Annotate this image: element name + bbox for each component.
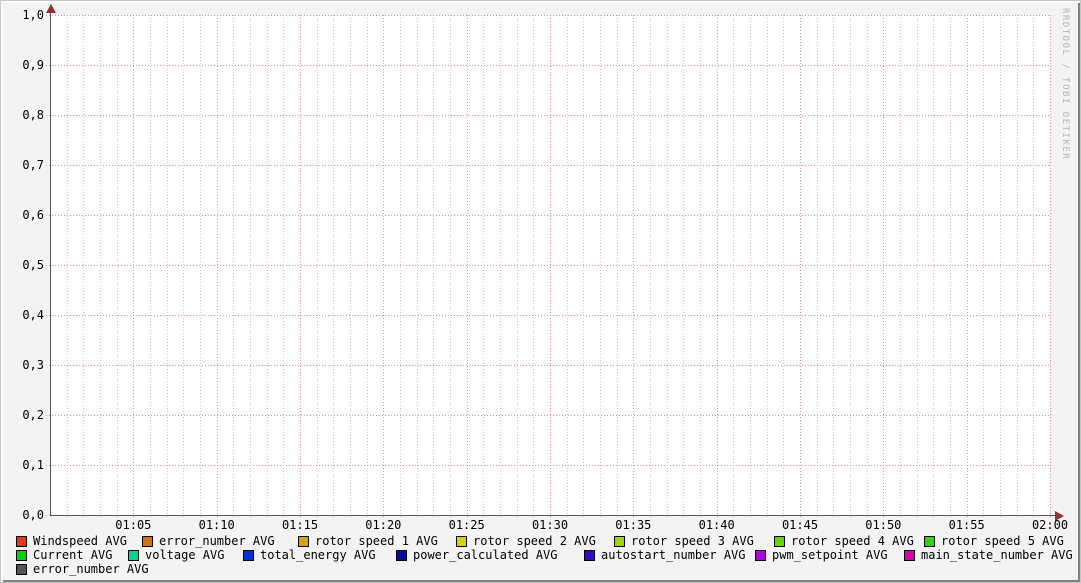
x-tick-label: 01:25 xyxy=(448,518,485,532)
legend-item: rotor speed 4 AVG xyxy=(774,535,914,548)
legend-swatch-icon xyxy=(904,550,915,561)
y-tick-label: 0,3 xyxy=(22,358,44,372)
legend-item: Windspeed AVG xyxy=(16,535,127,548)
legend-item: autostart_number AVG xyxy=(584,549,746,562)
legend-item: Current AVG xyxy=(16,549,112,562)
legend-swatch-icon xyxy=(924,536,935,547)
legend-swatch-icon xyxy=(243,550,254,561)
legend-label: total_energy AVG xyxy=(260,548,376,562)
legend-label: main_state_number AVG xyxy=(921,548,1073,562)
y-tick-label: 0,2 xyxy=(22,408,44,422)
legend-label: Current AVG xyxy=(33,548,113,562)
legend-swatch-icon xyxy=(298,536,309,547)
x-tick-label: 01:15 xyxy=(281,518,319,532)
x-tick-label: 01:10 xyxy=(198,518,235,532)
plot-area xyxy=(50,15,1050,515)
legend-item: pwm_setpoint AVG xyxy=(755,549,888,562)
legend-item: rotor speed 1 AVG xyxy=(298,535,438,548)
x-tick-label: 01:45 xyxy=(781,518,819,532)
legend-label: rotor speed 3 AVG xyxy=(631,534,754,548)
x-axis-line xyxy=(50,515,1056,516)
legend-label: Windspeed AVG xyxy=(33,534,127,548)
y-tick-label: 0,7 xyxy=(22,158,44,172)
rrdtool-watermark: RRDTOOL / TOBI OETIKER xyxy=(1060,8,1070,161)
x-axis-arrow-icon xyxy=(1055,511,1064,521)
legend-label: rotor speed 1 AVG xyxy=(315,534,438,548)
legend-item: error_number AVG xyxy=(16,563,149,576)
x-tick-label: 01:20 xyxy=(365,518,402,532)
legend-swatch-icon xyxy=(16,564,27,575)
legend-swatch-icon xyxy=(614,536,625,547)
legend-label: voltage AVG xyxy=(145,548,225,562)
legend-swatch-icon xyxy=(584,550,595,561)
y-tick-label: 0,8 xyxy=(22,108,44,122)
legend-swatch-icon xyxy=(16,536,27,547)
y-tick-label: 1,0 xyxy=(22,8,44,22)
y-tick-label: 0,1 xyxy=(22,458,44,472)
legend-label: pwm_setpoint AVG xyxy=(772,548,888,562)
x-tick-label: 01:30 xyxy=(531,518,569,532)
x-tick-label: 01:05 xyxy=(115,518,152,532)
legend-label: autostart_number AVG xyxy=(601,548,746,562)
y-axis-arrow-icon xyxy=(46,4,56,13)
legend-swatch-icon xyxy=(755,550,766,561)
legend-swatch-icon xyxy=(16,550,27,561)
x-tick-label: 01:35 xyxy=(615,518,652,532)
legend-label: rotor speed 2 AVG xyxy=(473,534,596,548)
legend-label: error_number AVG xyxy=(159,534,275,548)
x-tick-label: 01:50 xyxy=(865,518,902,532)
legend-item: power_calculated AVG xyxy=(396,549,558,562)
y-tick-label: 0,0 xyxy=(22,508,44,522)
y-axis-line xyxy=(50,12,51,516)
legend-item: voltage AVG xyxy=(128,549,224,562)
y-tick-label: 0,6 xyxy=(22,208,44,222)
legend-swatch-icon xyxy=(142,536,153,547)
legend-swatch-icon xyxy=(774,536,785,547)
legend-item: rotor speed 2 AVG xyxy=(456,535,596,548)
x-tick-label: 02:00 xyxy=(1031,518,1069,532)
x-tick-label: 01:55 xyxy=(948,518,985,532)
gridline-major-vertical xyxy=(1050,15,1051,519)
legend-item: main_state_number AVG xyxy=(904,549,1073,562)
y-tick-label: 0,4 xyxy=(22,308,44,322)
legend-item: rotor speed 5 AVG xyxy=(924,535,1064,548)
legend-item: total_energy AVG xyxy=(243,549,376,562)
y-tick-label: 0,5 xyxy=(22,258,44,272)
legend-item: error_number AVG xyxy=(142,535,275,548)
legend-label: rotor speed 4 AVG xyxy=(791,534,914,548)
legend-label: power_calculated AVG xyxy=(413,548,558,562)
legend-item: rotor speed 3 AVG xyxy=(614,535,754,548)
legend-swatch-icon xyxy=(396,550,407,561)
legend-label: rotor speed 5 AVG xyxy=(941,534,1064,548)
legend-swatch-icon xyxy=(128,550,139,561)
y-tick-label: 0,9 xyxy=(22,58,44,72)
legend-swatch-icon xyxy=(456,536,467,547)
x-tick-label: 01:40 xyxy=(698,518,735,532)
legend-label: error_number AVG xyxy=(33,562,149,576)
